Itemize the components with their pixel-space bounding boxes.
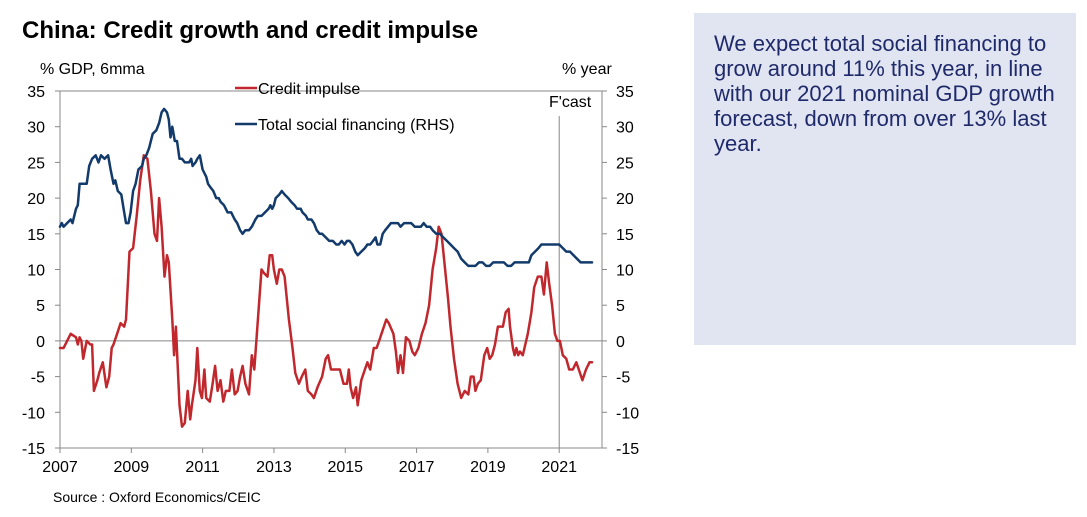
left-y-tick-label: 35 [27,84,45,101]
left-y-tick-label: -10 [22,405,45,422]
x-tick-label: 2007 [42,459,78,476]
x-tick-label: 2019 [470,459,506,476]
legend-label-total-social-financing: Total social financing (RHS) [258,117,455,134]
source-note: Source : Oxford Economics/CEIC [53,489,261,505]
x-tick-label: 2015 [327,459,363,476]
x-tick-label: 2017 [399,459,435,476]
left-y-tick-label: -15 [22,441,45,458]
left-y-tick-label: 10 [27,263,45,280]
series-line-total-social-financing [58,107,594,268]
commentary-text: We expect total social financing to grow… [714,31,1055,156]
right-y-tick-label: 15 [616,227,634,244]
forecast-label: F'cast [549,94,592,111]
right-y-tick-label: 35 [616,84,634,101]
right-y-tick-label: 30 [616,120,634,137]
right-axis-label: % year [562,61,612,78]
left-y-tick-label: 30 [27,120,45,137]
right-y-tick-label: 20 [616,191,634,208]
plot-border [59,90,603,449]
x-tick-label: 2021 [541,459,577,476]
left-y-tick-label: 5 [36,298,45,315]
left-y-tick-label: -5 [31,370,45,387]
left-y-tick-label: 15 [27,227,45,244]
right-y-tick-label: 10 [616,263,634,280]
left-axis-label: % GDP, 6mma [40,61,145,78]
left-y-tick-label: 0 [36,334,45,351]
right-y-tick-label: -15 [616,441,639,458]
chart-title: China: Credit growth and credit impulse [22,17,479,44]
left-y-tick-label: 25 [27,155,45,172]
axes-frame [59,90,603,449]
right-y-tick-label: -10 [616,405,639,422]
x-tick-label: 2013 [256,459,292,476]
right-y-tick-label: 25 [616,155,634,172]
x-tick-label: 2011 [185,459,220,476]
right-y-tick-label: -5 [616,370,630,387]
right-y-tick-label: 0 [616,334,625,351]
commentary-box: We expect total social financing to grow… [694,13,1076,345]
series-line-credit-impulse [58,154,594,428]
legend-label-credit-impulse: Credit impulse [258,81,360,98]
right-y-tick-label: 5 [616,298,625,315]
legend: Credit impulse Total social financing (R… [235,81,455,134]
x-tick-label: 2009 [114,459,150,476]
series-layer [58,107,594,428]
left-y-tick-label: 20 [27,191,45,208]
